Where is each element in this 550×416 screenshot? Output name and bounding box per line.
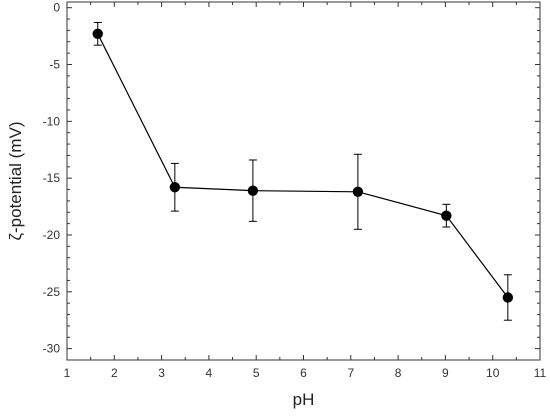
y-tick-label: -30	[43, 342, 61, 356]
y-tick-label: -10	[43, 114, 61, 128]
x-tick-label: 9	[442, 366, 449, 380]
plot-frame	[66, 1, 541, 361]
x-tick-label: 10	[486, 366, 500, 380]
x-tick-label: 4	[206, 366, 213, 380]
data-point	[169, 182, 181, 193]
x-tick-label: 2	[111, 366, 118, 380]
data-point	[441, 210, 452, 221]
x-tick-label: 3	[158, 366, 165, 380]
plot-frame-border	[66, 1, 541, 361]
y-axis-ticks: 0 -5 -10 -15 -20 -25 -30	[43, 1, 540, 356]
data-point	[247, 185, 259, 196]
x-axis-ticks: 1 2 3 4 5 6 7 8 9 10 11	[64, 2, 547, 380]
data-point	[92, 28, 103, 40]
x-tick-label: 6	[300, 366, 307, 380]
y-tick-label: -15	[43, 171, 61, 185]
data-point	[502, 292, 514, 303]
x-tick-label: 11	[534, 366, 547, 380]
x-tick-label: 7	[347, 366, 354, 380]
x-tick-label: 5	[253, 366, 260, 380]
series-line	[97, 33, 509, 298]
x-tick-label: 8	[395, 366, 402, 380]
series-layer	[92, 21, 514, 321]
data-point	[352, 186, 364, 197]
y-tick-label: -25	[43, 285, 61, 299]
y-axis-label: ζ-potential (mV)	[6, 122, 25, 241]
y-tick-label: -20	[43, 228, 61, 242]
y-tick-label: 0	[53, 1, 60, 15]
y-tick-label: -5	[49, 58, 60, 72]
x-tick-label: 1	[64, 366, 71, 380]
x-axis-label: pH	[293, 390, 315, 409]
